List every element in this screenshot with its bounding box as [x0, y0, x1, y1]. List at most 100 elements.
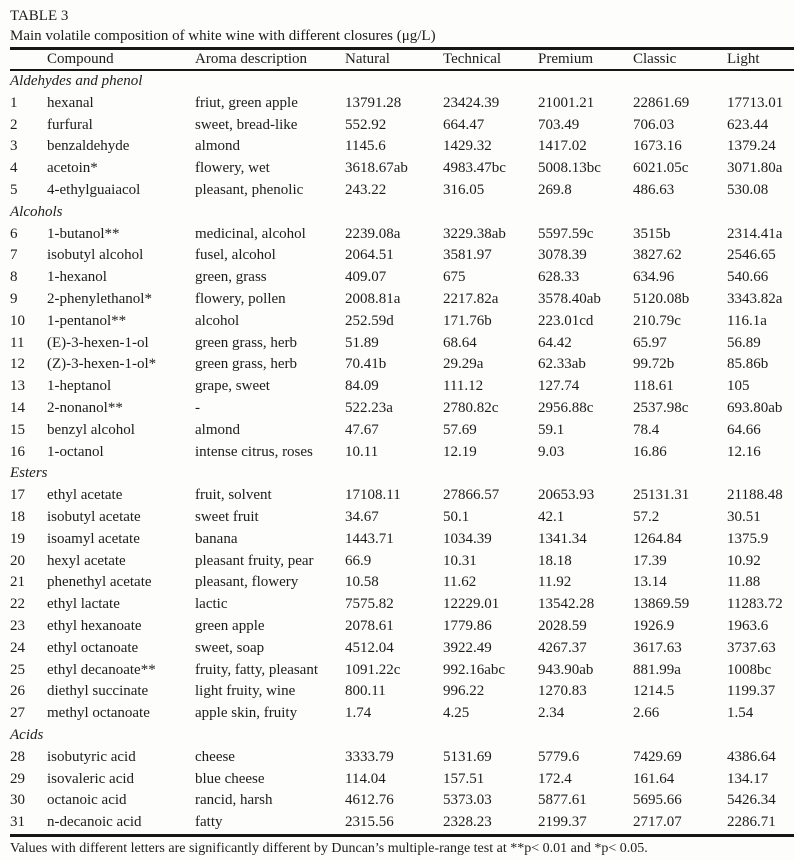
compound-cell: isobutyric acid [47, 748, 136, 765]
value-cell: 3827.62 [633, 247, 682, 264]
value-cell: 4512.04 [345, 639, 394, 656]
value-cell: 11283.72 [727, 596, 783, 613]
compound-cell: isobutyl alcohol [47, 247, 144, 264]
value-cell: 18.18 [538, 552, 572, 569]
value-cell: 29.29a [443, 356, 484, 373]
value-cell: 2780.82c [443, 399, 499, 416]
value-cell: 486.63 [633, 181, 675, 198]
row-number: 15 [10, 421, 25, 438]
value-cell: 3515b [633, 225, 671, 242]
table-row: 28 isobutyric acid cheese 3333.79 5131.69 577… [10, 747, 794, 769]
aroma-cell: fruity, fatty, pleasant [195, 661, 319, 678]
table-row: 7 isobutyl alcohol fusel, alcohol 2064.51 35… [10, 245, 794, 267]
value-cell: 27866.57 [443, 487, 500, 504]
value-cell: 105 [727, 378, 750, 395]
compound-cell: ethyl hexanoate [47, 617, 142, 634]
table-row: 6 1-butanol** medicinal, alcohol 2239.08a 32… [10, 224, 794, 246]
column-header-classic: Classic [633, 48, 727, 71]
aroma-cell: green apple [195, 617, 265, 634]
table-row: 30 octanoic acid rancid, harsh 4612.76 5373.… [10, 790, 794, 812]
value-cell: 223.01cd [538, 312, 594, 329]
value-cell: 34.67 [345, 508, 379, 525]
compound-cell: benzaldehyde [47, 138, 130, 155]
value-cell: 84.09 [345, 378, 379, 395]
value-cell: 10.92 [727, 552, 761, 569]
value-cell: 943.90ab [538, 661, 594, 678]
aroma-cell: friut, green apple [195, 94, 298, 111]
table-row: 26 diethyl succinate light fruity, wine 800… [10, 681, 794, 703]
value-cell: 530.08 [727, 181, 769, 198]
table-row: 19 isoamyl acetate banana 1443.71 1034.39 134… [10, 529, 794, 551]
value-cell: 4.25 [443, 705, 470, 722]
value-cell: 693.80ab [727, 399, 783, 416]
value-cell: 1375.9 [727, 530, 769, 547]
value-cell: 17.39 [633, 552, 667, 569]
row-number: 14 [10, 399, 25, 416]
table-row: 24 ethyl octanoate sweet, soap 4512.04 3922.… [10, 638, 794, 660]
section-label: Esters [10, 465, 48, 482]
section-row: Aldehydes and phenol [10, 70, 794, 93]
value-cell: 78.4 [633, 421, 660, 438]
aroma-cell: pleasant, phenolic [195, 181, 304, 198]
row-number: 5 [10, 181, 18, 198]
value-cell: 12229.01 [443, 596, 500, 613]
value-cell: 2008.81a [345, 290, 401, 307]
value-cell: 5597.59c [538, 225, 594, 242]
aroma-cell: green grass, herb [195, 356, 298, 373]
value-cell: 3581.97 [443, 247, 492, 264]
value-cell: 20653.93 [538, 487, 595, 504]
value-cell: 2078.61 [345, 617, 394, 634]
table-row: 14 2-nonanol** - 522.23a 2780.82c 2956.88c 253… [10, 398, 794, 420]
aroma-cell: almond [195, 138, 240, 155]
value-cell: 65.97 [633, 334, 667, 351]
table-row: 27 methyl octanoate apple skin, fruity 1.74… [10, 703, 794, 725]
section-label: Aldehydes and phenol [10, 73, 143, 89]
value-cell: 628.33 [538, 269, 580, 286]
table-row: 21 phenethyl acetate pleasant, flowery 10.5… [10, 572, 794, 594]
value-cell: 99.72b [633, 356, 675, 373]
header-empty-cell [10, 48, 47, 71]
value-cell: 252.59d [345, 312, 394, 329]
row-number: 3 [10, 138, 18, 155]
value-cell: 3578.40ab [538, 290, 601, 307]
value-cell: 5373.03 [443, 792, 492, 809]
table-row: 23 ethyl hexanoate green apple 2078.61 1779.… [10, 616, 794, 638]
header-row: Compound Aroma description Natural Techn… [10, 48, 794, 71]
value-cell: 664.47 [443, 116, 485, 133]
value-cell: 243.22 [345, 181, 387, 198]
table-row: 11 (E)-3-hexen-1-ol green grass, herb 51.89… [10, 333, 794, 355]
row-number: 6 [10, 225, 18, 242]
value-cell: 4386.64 [727, 748, 776, 765]
row-number: 18 [10, 508, 25, 525]
value-cell: 21188.48 [727, 487, 783, 504]
compound-cell: methyl octanoate [47, 705, 150, 722]
value-cell: 269.8 [538, 181, 572, 198]
compound-cell: octanoic acid [47, 792, 127, 809]
value-cell: 68.64 [443, 334, 477, 351]
value-cell: 3229.38ab [443, 225, 506, 242]
compound-cell: furfural [47, 116, 93, 133]
value-cell: 11.92 [538, 574, 572, 591]
compound-cell: hexyl acetate [47, 552, 126, 569]
aroma-cell: fusel, alcohol [195, 247, 276, 264]
compound-cell: isovaleric acid [47, 770, 135, 787]
value-cell: 1199.37 [727, 683, 776, 700]
row-number: 9 [10, 290, 18, 307]
row-number: 20 [10, 552, 25, 569]
value-cell: 3343.82a [727, 290, 783, 307]
table-label: TABLE 3 [10, 8, 69, 24]
table-row: 4 acetoin* flowery, wet 3618.67ab 4983.47bc 5… [10, 158, 794, 180]
value-cell: 64.42 [538, 334, 572, 351]
value-cell: 2199.37 [538, 814, 587, 831]
value-cell: 5120.08b [633, 290, 690, 307]
value-cell: 5877.61 [538, 792, 587, 809]
aroma-cell: green grass, herb [195, 334, 298, 351]
table-row: 22 ethyl lactate lactic 7575.82 12229.01 1354… [10, 594, 794, 616]
value-cell: 171.76b [443, 312, 492, 329]
value-cell: 3078.39 [538, 247, 587, 264]
value-cell: 13869.59 [633, 596, 690, 613]
value-cell: 11.88 [727, 574, 761, 591]
value-cell: 5426.34 [727, 792, 776, 809]
value-cell: 800.11 [345, 683, 386, 700]
row-number: 30 [10, 792, 25, 809]
